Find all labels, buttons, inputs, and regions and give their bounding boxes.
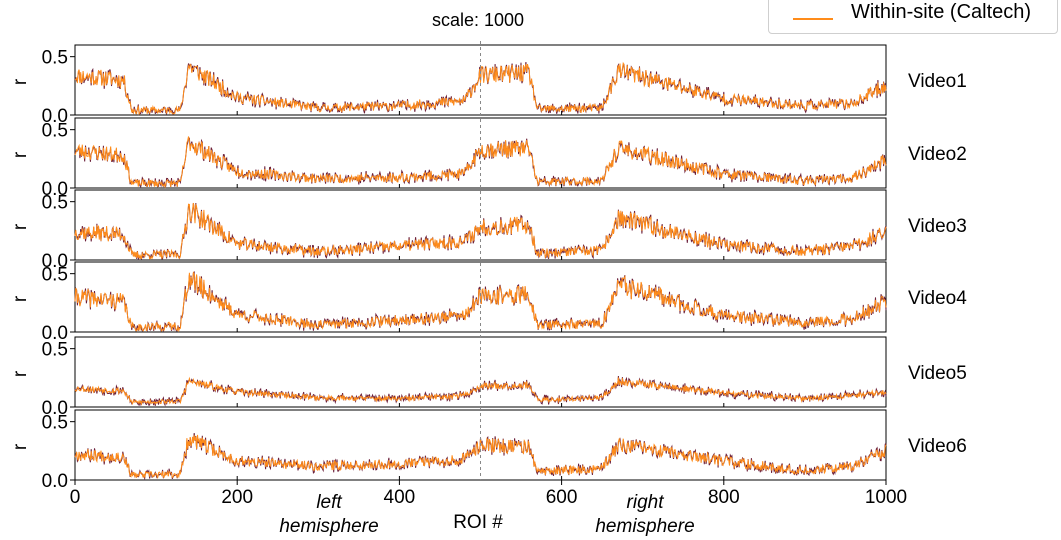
panel-label: Video1 xyxy=(908,71,967,92)
annotation-left-line1: left xyxy=(316,492,342,513)
panel-label: Video4 xyxy=(908,288,967,309)
series-line-within-site xyxy=(74,202,887,260)
panel-label: Video5 xyxy=(908,363,967,384)
y-tick-label: 0.0 xyxy=(42,251,68,272)
panel-3: 0.0 0.5 r Video3 xyxy=(10,189,967,272)
series-line-within-site xyxy=(74,61,887,116)
panel-5: 0.0 0.5 r Video5 xyxy=(10,336,967,419)
y-tick-label: 0.5 xyxy=(42,121,68,142)
y-axis-label: r xyxy=(10,443,31,450)
panel-label: Video3 xyxy=(908,216,967,237)
x-tick-label: 1000 xyxy=(865,487,907,508)
legend-swatch xyxy=(793,18,833,20)
panel-label: Video6 xyxy=(908,436,967,457)
y-axis-label: r xyxy=(10,370,31,377)
x-tick-label: 600 xyxy=(546,487,578,508)
x-axis-label: ROI # xyxy=(453,512,503,533)
y-tick-label: 0.0 xyxy=(42,179,68,200)
y-tick-label: 0.0 xyxy=(42,471,68,492)
panel-label: Video2 xyxy=(908,144,967,165)
panel-2: 0.0 0.5 r Video2 xyxy=(10,117,967,200)
y-axis-label: r xyxy=(10,223,31,230)
panel-4: 0.0 0.5 r Video4 xyxy=(10,261,967,344)
annotation-right-line1: right xyxy=(627,492,665,513)
y-tick-label: 0.0 xyxy=(42,398,68,419)
y-tick-label: 0.5 xyxy=(42,48,68,69)
legend: Within-site (Caltech) xyxy=(768,0,1058,34)
annotation-left-line2: hemisphere xyxy=(279,516,378,537)
chart-title: scale: 1000 xyxy=(432,10,524,30)
x-tick-label: 0 xyxy=(70,487,81,508)
legend-label: Within-site (Caltech) xyxy=(851,1,1032,23)
y-tick-label: 0.5 xyxy=(42,193,68,214)
x-tick-label: 800 xyxy=(708,487,740,508)
y-tick-label: 0.0 xyxy=(42,323,68,344)
panel-6: 0.0 0.5 r Video6 xyxy=(10,409,967,492)
x-tick-label: 400 xyxy=(384,487,416,508)
y-tick-label: 0.5 xyxy=(42,265,68,286)
series-line-within-site xyxy=(74,271,887,333)
y-tick-label: 0.5 xyxy=(42,340,68,361)
y-tick-label: 0.5 xyxy=(42,413,68,434)
x-tick-label: 200 xyxy=(221,487,253,508)
annotation-right-line2: hemisphere xyxy=(595,516,694,537)
y-axis-label: r xyxy=(10,295,31,302)
x-axis-ticks: 0 200 400 600 800 1000 xyxy=(70,480,907,508)
panel-1: 0.0 0.5 r Video1 xyxy=(10,44,967,127)
y-axis-label: r xyxy=(10,151,31,158)
y-tick-label: 0.0 xyxy=(42,106,68,127)
y-axis-label: r xyxy=(10,78,31,85)
